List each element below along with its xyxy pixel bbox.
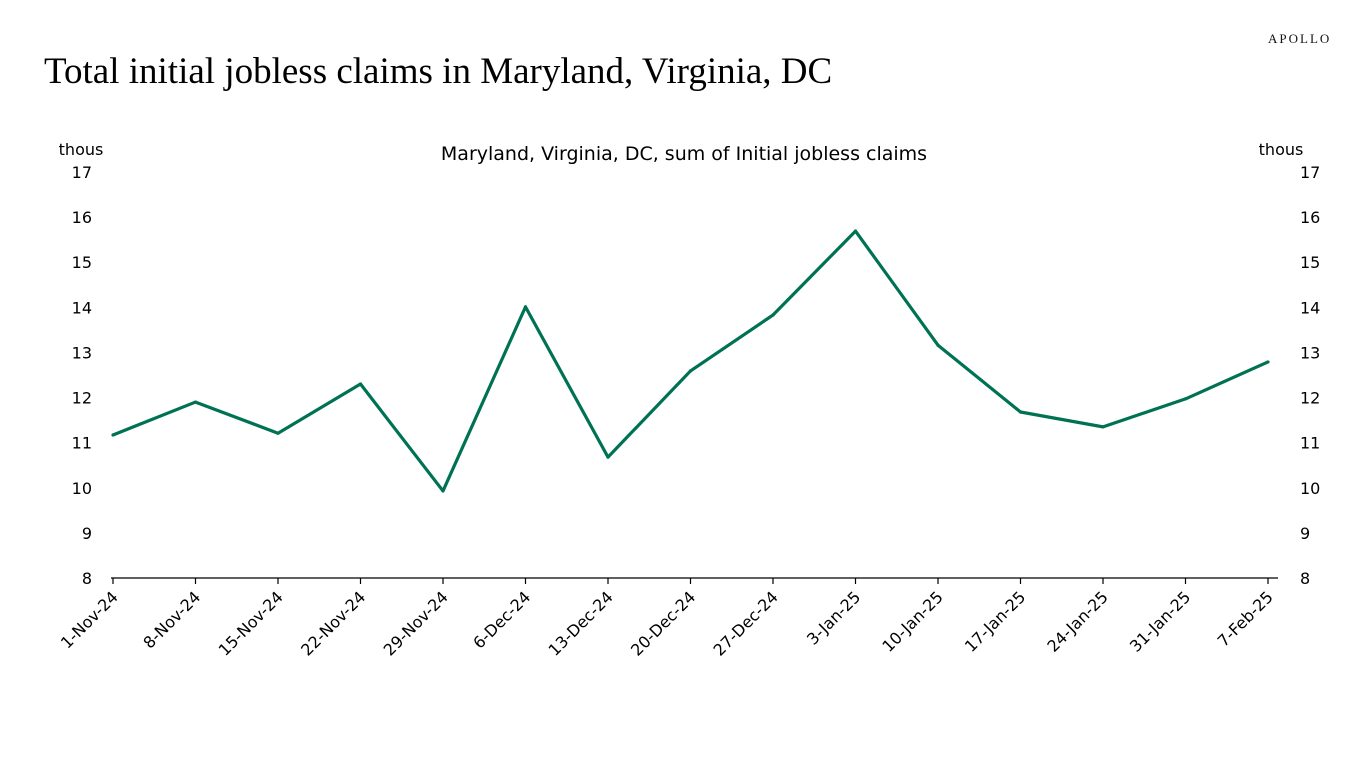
y-axis-unit-left: thous <box>59 140 104 159</box>
data-point <box>606 455 610 459</box>
y-tick-label-right: 8 <box>1300 569 1310 588</box>
y-tick-label-right: 12 <box>1300 389 1320 408</box>
x-tick-label: 15-Nov-24 <box>215 587 287 659</box>
data-point <box>523 305 528 309</box>
x-tick-label: 8-Nov-24 <box>139 587 204 652</box>
data-point <box>358 382 363 386</box>
x-tick-label: 17-Jan-25 <box>961 587 1029 655</box>
y-tick-label-right: 15 <box>1300 253 1320 272</box>
y-tick-label-right: 11 <box>1300 434 1320 453</box>
y-tick-label-left: 17 <box>72 163 92 182</box>
y-tick-label-left: 9 <box>82 524 92 543</box>
data-point <box>771 313 775 317</box>
data-point <box>1266 360 1270 364</box>
data-point <box>111 433 115 437</box>
y-axis-unit-right: thous <box>1259 140 1304 159</box>
data-point <box>193 400 198 404</box>
x-tick-label: 29-Nov-24 <box>380 587 452 659</box>
data-point <box>936 343 940 347</box>
x-tick-label: 31-Jan-25 <box>1126 587 1194 655</box>
y-tick-label-left: 8 <box>82 569 92 588</box>
x-tick-label: 27-Dec-24 <box>710 587 782 659</box>
data-point <box>1101 425 1105 429</box>
data-point <box>276 431 280 435</box>
data-point <box>441 489 445 493</box>
apollo-logo: APOLLO <box>1268 31 1332 46</box>
y-tick-label-right: 14 <box>1300 298 1320 317</box>
y-tick-label-left: 11 <box>72 434 92 453</box>
x-tick-label: 24-Jan-25 <box>1043 587 1111 655</box>
chart-title: Maryland, Virginia, DC, sum of Initial j… <box>441 143 927 165</box>
data-point <box>1183 397 1188 401</box>
x-tick-label: 6-Dec-24 <box>469 587 534 652</box>
data-point <box>853 229 858 233</box>
data-point <box>1018 410 1023 414</box>
y-tick-label-left: 12 <box>72 389 92 408</box>
y-tick-label-left: 16 <box>72 208 92 227</box>
y-tick-label-left: 15 <box>72 253 92 272</box>
x-tick-label: 20-Dec-24 <box>627 587 699 659</box>
x-tick-label: 22-Nov-24 <box>297 587 369 659</box>
page-title: Total initial jobless claims in Maryland… <box>44 51 833 92</box>
x-tick-label: 13-Dec-24 <box>545 587 617 659</box>
data-point <box>688 369 693 373</box>
series-line <box>112 229 1269 493</box>
y-tick-label-left: 13 <box>72 343 92 362</box>
y-tick-label-left: 14 <box>72 298 92 317</box>
y-tick-label-right: 13 <box>1300 343 1320 362</box>
x-tick-label: 10-Jan-25 <box>878 587 946 655</box>
y-tick-label-right: 9 <box>1300 524 1310 543</box>
x-tick-label: 7-Feb-25 <box>1214 587 1277 650</box>
y-tick-label-left: 10 <box>72 479 92 498</box>
x-tick-label: 3-Jan-25 <box>803 587 864 648</box>
y-tick-label-right: 16 <box>1300 208 1320 227</box>
y-tick-label-right: 10 <box>1300 479 1320 498</box>
y-tick-label-right: 17 <box>1300 163 1320 182</box>
x-tick-label: 1-Nov-24 <box>57 587 122 652</box>
